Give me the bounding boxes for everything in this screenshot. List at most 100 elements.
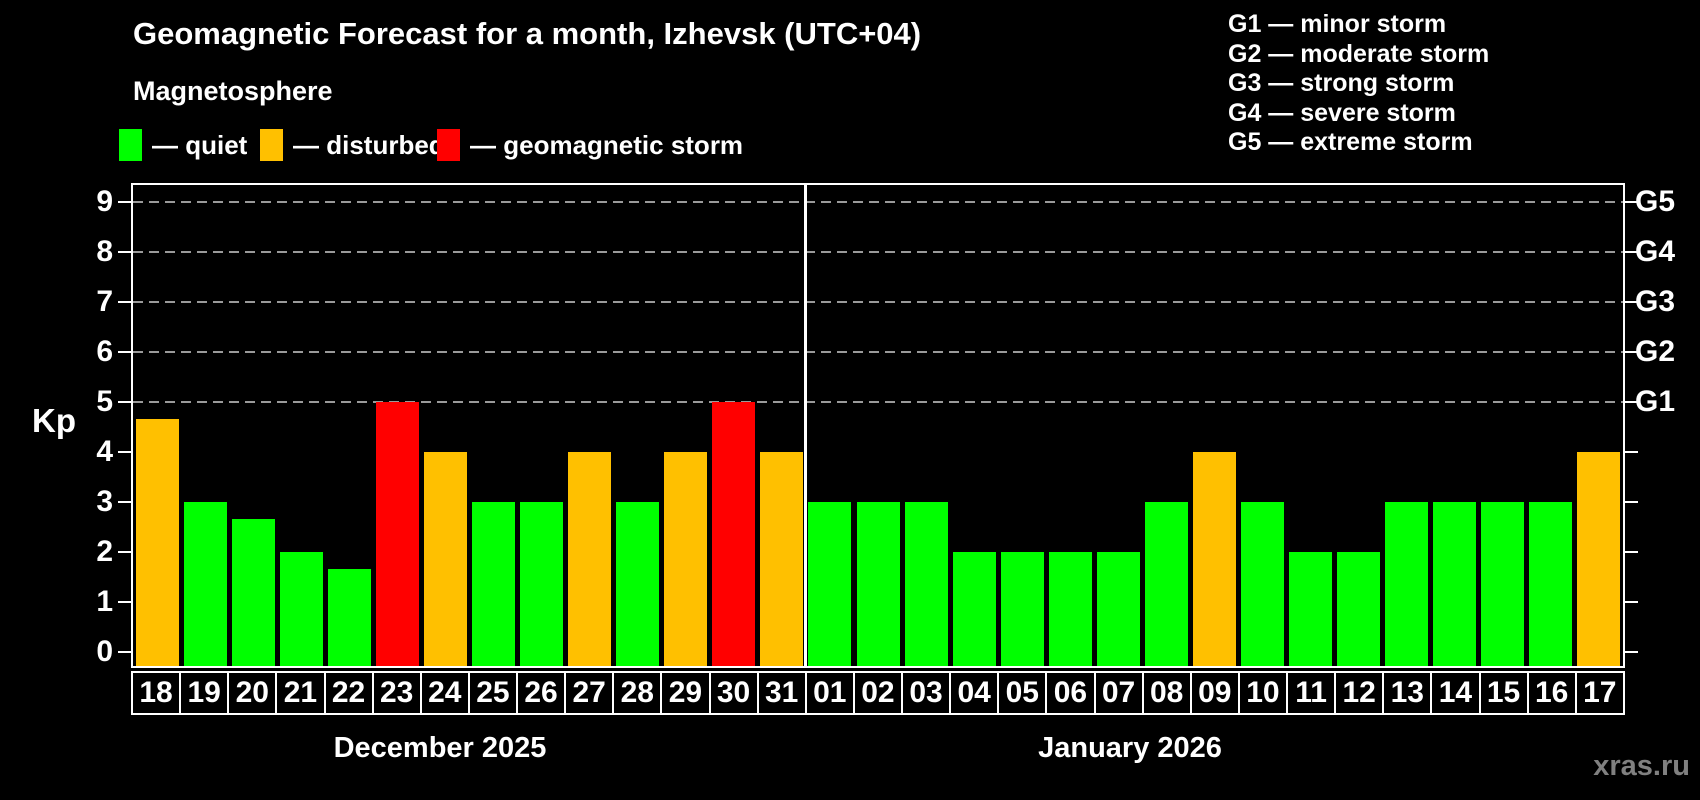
date-cell: 15: [1478, 671, 1529, 715]
g-scale-legend: G1 — minor storm G2 — moderate storm G3 …: [1228, 10, 1489, 158]
left-axis-tick: [118, 501, 131, 503]
date-cell: 10: [1237, 671, 1288, 715]
legend-label-storm: — geomagnetic storm: [470, 129, 744, 160]
left-axis-tick: [118, 201, 131, 203]
right-axis-tick: [1625, 551, 1638, 553]
right-axis-tick: [1625, 651, 1638, 653]
date-cell: 22: [323, 671, 374, 715]
y-tick-label: 0: [96, 635, 113, 668]
y-tick-label: 2: [96, 535, 113, 568]
kp-bar: [808, 502, 852, 666]
legend-item-storm: — geomagnetic storm: [437, 128, 743, 162]
left-axis-tick: [118, 551, 131, 553]
legend-label-quiet: — quiet: [152, 129, 248, 160]
kp-bar: [664, 452, 708, 666]
date-cell: 03: [901, 671, 952, 715]
gridline-kp8: [133, 251, 1623, 253]
legend-item-disturbed: — disturbed: [260, 128, 445, 162]
kp-bar: [231, 518, 275, 666]
right-axis-tick: [1625, 401, 1638, 403]
date-cell: 25: [467, 671, 518, 715]
date-cell: 29: [660, 671, 711, 715]
left-axis-tick: [118, 351, 131, 353]
g-level-label: G5: [1635, 185, 1676, 218]
left-axis-tick: [118, 601, 131, 603]
gridline-kp5: [133, 401, 1623, 403]
disturbed-color-swatch: [260, 129, 283, 161]
quiet-color-swatch: [119, 129, 142, 161]
date-cell: 01: [804, 671, 855, 715]
kp-bar: [568, 452, 612, 666]
kp-bar: [1337, 552, 1381, 666]
g-level-label: G4: [1635, 235, 1676, 268]
date-cell: 05: [997, 671, 1048, 715]
date-cell: 16: [1526, 671, 1577, 715]
gridline-kp6: [133, 351, 1623, 353]
g-level-label: G2: [1635, 335, 1676, 368]
date-axis: 18 19 20 21 22 23 24 25 26 27 28 29 30 31 01 02 03 04 05 06…: [131, 671, 1625, 715]
y-tick-label: 9: [96, 185, 113, 218]
date-cell: 04: [949, 671, 1000, 715]
right-axis-tick: [1625, 301, 1638, 303]
kp-bar: [1144, 502, 1188, 666]
date-cell: 24: [419, 671, 470, 715]
page-title: Geomagnetic Forecast for a month, Izhevs…: [133, 16, 922, 51]
month-label-december: December 2025: [333, 732, 547, 764]
kp-bar: [1529, 502, 1573, 666]
g3-legend-line: G3 — strong storm: [1228, 69, 1455, 97]
date-cell: 23: [371, 671, 422, 715]
kp-bar: [856, 502, 900, 666]
storm-color-swatch: [437, 129, 460, 161]
chart-subtitle: Magnetosphere: [133, 76, 333, 106]
date-cell: 14: [1430, 671, 1481, 715]
kp-bar: [1433, 502, 1477, 666]
date-cell: 08: [1141, 671, 1192, 715]
y-tick-label: 8: [96, 235, 113, 268]
date-cell: 07: [1093, 671, 1144, 715]
right-axis-tick: [1625, 601, 1638, 603]
watermark: xras.ru: [1593, 750, 1690, 782]
left-axis-tick: [118, 651, 131, 653]
kp-bar: [1577, 452, 1621, 666]
kp-bar: [1000, 552, 1044, 666]
kp-bar: [327, 568, 371, 666]
left-axis-tick: [118, 451, 131, 453]
kp-bar: [1385, 502, 1429, 666]
gridline-kp9: [133, 201, 1623, 203]
date-cell: 20: [227, 671, 278, 715]
date-cell: 30: [708, 671, 759, 715]
date-cell: 13: [1382, 671, 1433, 715]
y-axis-title: Kp: [32, 402, 76, 439]
kp-bar: [1096, 552, 1140, 666]
date-cell: 02: [852, 671, 903, 715]
legend-label-disturbed: — disturbed: [293, 129, 445, 160]
kp-bar: [375, 402, 419, 666]
kp-bar: [1481, 502, 1525, 666]
legend-item-quiet: — quiet: [119, 128, 247, 162]
date-cell: 19: [179, 671, 230, 715]
g4-legend-line: G4 — severe storm: [1228, 98, 1456, 127]
kp-bar: [135, 418, 179, 666]
gridline-kp7: [133, 301, 1623, 303]
date-cell: 17: [1574, 671, 1625, 715]
y-tick-label: 5: [96, 385, 113, 418]
kp-bar: [1289, 552, 1333, 666]
g-level-label: G1: [1635, 385, 1676, 418]
kp-bar: [1048, 552, 1092, 666]
date-cell: 11: [1286, 671, 1337, 715]
y-tick-label: 3: [96, 485, 113, 518]
date-cell: 12: [1334, 671, 1385, 715]
kp-bar: [183, 502, 227, 666]
kp-bar: [471, 502, 515, 666]
g5-legend-line: G5 — extreme storm: [1228, 128, 1473, 156]
left-axis-tick: [118, 251, 131, 253]
date-cell: 31: [756, 671, 807, 715]
plot-area: 0 1 2 3 4 5 G1 6 G2 7 G3 8 G4 9 G5: [96, 183, 1675, 668]
y-tick-label: 4: [96, 435, 113, 468]
right-axis-tick: [1625, 501, 1638, 503]
kp-bar: [616, 502, 660, 666]
g2-legend-line: G2 — moderate storm: [1228, 39, 1490, 68]
left-axis-tick: [118, 401, 131, 403]
y-tick-label: 1: [96, 585, 113, 618]
date-cell: 28: [612, 671, 663, 715]
